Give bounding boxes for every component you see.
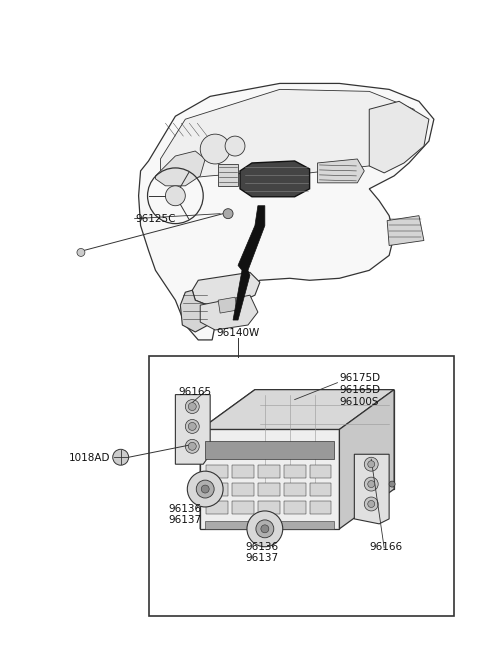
Polygon shape: [200, 430, 339, 529]
Bar: [258, 501, 280, 514]
Circle shape: [185, 400, 199, 413]
Circle shape: [188, 422, 196, 430]
Text: 96136: 96136: [245, 542, 278, 552]
Polygon shape: [218, 164, 238, 186]
Circle shape: [77, 249, 85, 256]
Bar: [232, 501, 254, 514]
Polygon shape: [200, 390, 394, 430]
Polygon shape: [233, 206, 265, 320]
Circle shape: [188, 403, 196, 411]
Polygon shape: [156, 151, 205, 186]
Polygon shape: [180, 290, 210, 332]
Circle shape: [368, 501, 375, 508]
Text: 96175D: 96175D: [339, 373, 381, 382]
Circle shape: [368, 481, 375, 487]
Polygon shape: [192, 272, 260, 306]
Polygon shape: [200, 390, 255, 529]
Circle shape: [256, 520, 274, 538]
Bar: [258, 483, 280, 496]
Bar: [310, 465, 332, 478]
Text: 96137: 96137: [168, 515, 202, 525]
Polygon shape: [218, 297, 237, 313]
Text: 96165D: 96165D: [339, 384, 381, 395]
Circle shape: [364, 477, 378, 491]
Text: 96100S: 96100S: [339, 397, 379, 407]
Circle shape: [368, 461, 375, 468]
Text: 1018AD: 1018AD: [69, 453, 110, 463]
Text: 96166: 96166: [369, 542, 402, 552]
Circle shape: [187, 471, 223, 507]
Bar: [310, 501, 332, 514]
Bar: [148, 356, 454, 617]
Polygon shape: [318, 159, 364, 183]
Circle shape: [247, 511, 283, 546]
Bar: [310, 483, 332, 496]
Text: 96125C: 96125C: [136, 214, 176, 224]
Text: 96165: 96165: [179, 386, 212, 397]
Polygon shape: [339, 390, 394, 529]
Circle shape: [200, 134, 230, 164]
Bar: [232, 465, 254, 478]
Circle shape: [261, 525, 269, 533]
Bar: [232, 483, 254, 496]
Bar: [206, 483, 228, 496]
Bar: [284, 501, 306, 514]
Circle shape: [196, 480, 214, 498]
Circle shape: [188, 442, 196, 450]
Circle shape: [389, 481, 395, 487]
Text: 96137: 96137: [245, 553, 278, 563]
Polygon shape: [369, 101, 429, 173]
Polygon shape: [200, 295, 258, 330]
Bar: [284, 483, 306, 496]
Circle shape: [223, 209, 233, 218]
Text: 96136: 96136: [168, 504, 202, 514]
Polygon shape: [387, 216, 424, 245]
Circle shape: [225, 136, 245, 156]
Circle shape: [166, 186, 185, 206]
Circle shape: [201, 485, 209, 493]
Bar: [284, 465, 306, 478]
Polygon shape: [255, 390, 394, 489]
Circle shape: [185, 419, 199, 434]
Bar: [258, 465, 280, 478]
Bar: [205, 441, 335, 459]
Bar: [206, 465, 228, 478]
Circle shape: [113, 449, 129, 465]
Polygon shape: [139, 83, 434, 340]
Circle shape: [185, 440, 199, 453]
Polygon shape: [240, 161, 310, 197]
Circle shape: [364, 457, 378, 471]
Text: 96140W: 96140W: [216, 328, 260, 338]
Polygon shape: [160, 89, 419, 179]
Polygon shape: [175, 395, 210, 464]
Bar: [205, 521, 335, 529]
Polygon shape: [354, 454, 389, 524]
Bar: [206, 501, 228, 514]
Circle shape: [364, 497, 378, 511]
